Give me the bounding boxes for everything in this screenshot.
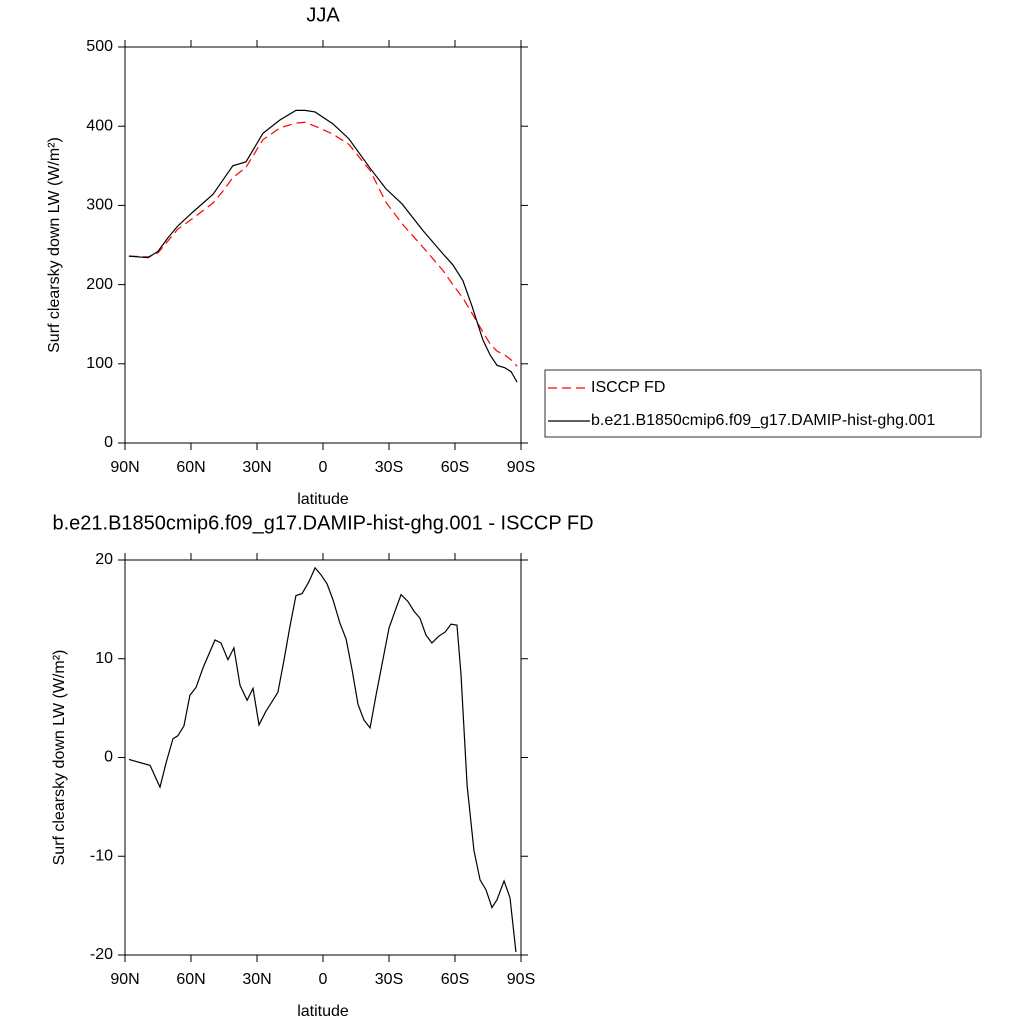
x-tick-label: 30N — [242, 971, 271, 988]
chart-title: JJA — [306, 4, 340, 26]
x-tick-label: 30S — [375, 459, 403, 476]
x-tick-label: 30S — [375, 971, 403, 988]
legend-label: ISCCP FD — [591, 379, 665, 396]
y-axis-label: Surf clearsky down LW (W/m²) — [46, 137, 63, 353]
plot-frame — [124, 559, 522, 956]
chart-title: b.e21.B1850cmip6.f09_g17.DAMIP-hist-ghg.… — [52, 512, 593, 534]
y-tick-label: 500 — [86, 38, 113, 55]
data-line — [128, 109, 518, 383]
x-tick-label: 30N — [242, 459, 271, 476]
x-tick-label: 90S — [507, 971, 535, 988]
y-tick-label: -10 — [90, 847, 113, 864]
y-tick-label: 400 — [86, 117, 113, 134]
x-axis-label: latitude — [297, 491, 349, 508]
y-tick-label: 10 — [95, 650, 113, 667]
x-axis-label: latitude — [297, 1003, 349, 1020]
x-tick-label: 60S — [441, 971, 469, 988]
y-axis-label: Surf clearsky down LW (W/m²) — [51, 650, 68, 866]
y-tick-label: 20 — [95, 551, 113, 568]
legend-label: b.e21.B1850cmip6.f09_g17.DAMIP-hist-ghg.… — [591, 412, 935, 429]
y-tick-label: 0 — [104, 749, 113, 766]
x-tick-label: 60S — [441, 459, 469, 476]
legend-box — [544, 369, 982, 438]
plot-frame — [124, 46, 522, 444]
x-tick-label: 0 — [319, 971, 328, 988]
y-tick-label: 200 — [86, 276, 113, 293]
y-tick-label: 300 — [86, 197, 113, 214]
x-tick-label: 60N — [176, 459, 205, 476]
y-tick-label: 0 — [104, 434, 113, 451]
data-line — [128, 121, 518, 367]
x-tick-label: 90N — [110, 459, 139, 476]
x-tick-label: 90S — [507, 459, 535, 476]
data-line — [128, 566, 517, 953]
y-tick-label: -20 — [90, 946, 113, 963]
x-tick-label: 60N — [176, 971, 205, 988]
x-tick-label: 90N — [110, 971, 139, 988]
y-tick-label: 100 — [86, 355, 113, 372]
x-tick-label: 0 — [319, 459, 328, 476]
